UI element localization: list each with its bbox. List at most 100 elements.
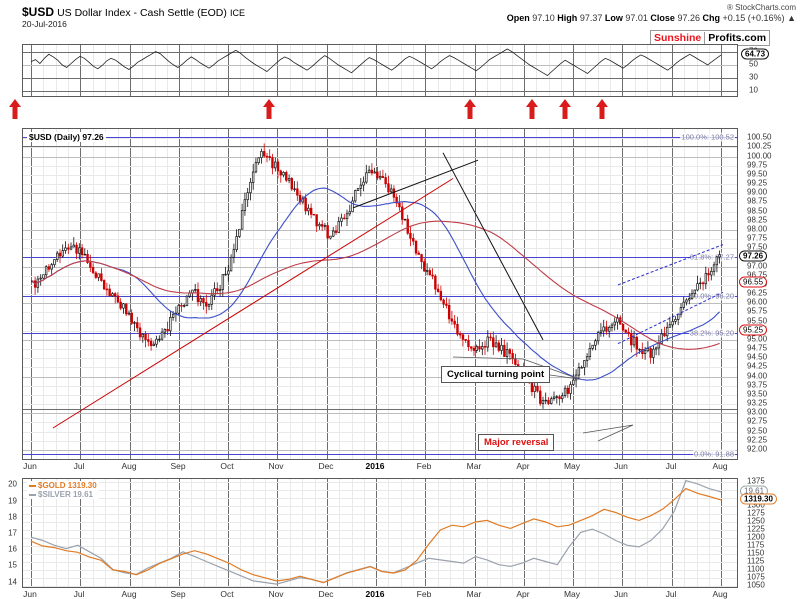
grid-line-vertical-minor xyxy=(216,479,217,587)
grid-line-vertical xyxy=(376,479,377,587)
x-axis-month-label: Nov xyxy=(268,461,284,471)
moving-average-line xyxy=(31,220,720,350)
grid-line-vertical-minor xyxy=(388,45,389,96)
grid-line-vertical xyxy=(228,45,229,96)
x-axis-month-label: Aug xyxy=(121,589,137,599)
grid-line-horizontal xyxy=(23,147,737,148)
grid-line-vertical-minor xyxy=(438,45,439,96)
high-value: 97.37 xyxy=(579,13,603,23)
grid-line-horizontal xyxy=(23,546,737,547)
grid-line-horizontal xyxy=(23,404,737,405)
price-tick-label: 94.50 xyxy=(747,352,768,362)
grid-line-vertical xyxy=(721,45,722,96)
x-axis-month-label: Dec xyxy=(318,461,334,471)
grid-line-horizontal xyxy=(23,340,737,341)
grid-line-horizontal xyxy=(23,78,737,79)
trend-line xyxy=(442,152,544,341)
grid-line-horizontal xyxy=(23,522,737,523)
grid-line-vertical xyxy=(179,479,180,587)
gold-axis: 1375135013251300127512501225120011751150… xyxy=(739,477,800,590)
exchange-label: ICE xyxy=(229,8,245,18)
grid-line-vertical-minor xyxy=(450,479,451,587)
grid-line-vertical-minor xyxy=(413,479,414,587)
grid-line-vertical-minor xyxy=(660,45,661,96)
gold-silver-legend: $GOLD 1319.30 $SILVER 19.61 xyxy=(27,481,99,499)
price-tick-label: 100.25 xyxy=(747,141,772,151)
grid-line-vertical xyxy=(31,45,32,96)
grid-line-horizontal xyxy=(23,312,737,313)
gold-current-badge: 1319.30 xyxy=(740,493,777,505)
grid-line-horizontal xyxy=(23,386,737,387)
price-tick-label: 99.00 xyxy=(747,187,768,197)
price-tick-label: 92.50 xyxy=(747,426,768,436)
low-label: Low xyxy=(604,13,623,23)
grid-line-vertical xyxy=(277,45,278,96)
price-tick-label: 95.75 xyxy=(747,306,768,316)
gold-tick-label: 1200 xyxy=(747,532,765,542)
silver-tick-label: 18 xyxy=(8,512,17,522)
x-axis-month-label: Mar xyxy=(466,589,482,599)
x-axis-month-label: Jul xyxy=(665,461,677,471)
price-tick-label: 93.75 xyxy=(747,380,768,390)
grid-line-vertical-minor xyxy=(167,45,168,96)
grid-line-vertical-minor xyxy=(536,479,537,587)
grid-line-horizontal xyxy=(23,322,737,323)
silver-tick-label: 17 xyxy=(8,528,17,538)
grid-line-horizontal xyxy=(23,413,737,414)
grid-line-horizontal xyxy=(23,349,737,350)
chg-label: Chg xyxy=(702,13,721,23)
up-arrow-marker-icon xyxy=(525,98,539,120)
open-label: Open xyxy=(506,13,530,23)
grid-line-vertical-minor xyxy=(339,479,340,587)
grid-line-vertical-minor xyxy=(401,479,402,587)
annotation-cyclical-turning-point: Cyclical turning point xyxy=(441,366,551,383)
grid-line-vertical-minor xyxy=(697,45,698,96)
price-tick-label: 96.75 xyxy=(747,270,768,280)
x-axis-month-label: Jul xyxy=(73,461,85,471)
grid-line-vertical-minor xyxy=(585,479,586,587)
silver-tick-label: 19 xyxy=(8,496,17,506)
x-axis-month-label: 2016 xyxy=(365,589,385,599)
gold-tick-label: 1125 xyxy=(747,556,765,566)
price-tick-label: 93.50 xyxy=(747,389,768,399)
x-axis-month-label: May xyxy=(563,461,581,471)
gold-tick-label: 1075 xyxy=(747,572,765,582)
grid-line-horizontal xyxy=(23,157,737,158)
up-arrow-marker-icon xyxy=(262,98,276,120)
fibonacci-level-label: 100.0%: 100.52 xyxy=(680,132,735,142)
grid-line-vertical-minor xyxy=(364,479,365,587)
grid-line-vertical-minor xyxy=(463,45,464,96)
grid-line-horizontal xyxy=(23,538,737,539)
grid-line-vertical-minor xyxy=(142,45,143,96)
grid-line-horizontal xyxy=(23,184,737,185)
price-tick-label: 100.00 xyxy=(747,151,772,160)
grid-line-horizontal xyxy=(23,91,737,92)
gold-silver-panel: $GOLD 1319.30 $SILVER 19.61 xyxy=(22,478,738,588)
symbol-description: US Dollar Index - Cash Settle (EOD) xyxy=(57,7,227,19)
grid-line-vertical-minor xyxy=(500,479,501,587)
x-axis-month-label: Mar xyxy=(466,461,482,471)
silver-tick-label: 16 xyxy=(8,544,17,554)
grid-line-horizontal xyxy=(23,230,737,231)
grid-line-vertical-minor xyxy=(56,45,57,96)
grid-line-vertical-minor xyxy=(204,479,205,587)
candlestick-series xyxy=(31,143,724,429)
gold-silver-lines xyxy=(30,479,722,585)
grid-line-vertical xyxy=(228,479,229,587)
grid-line-vertical-minor xyxy=(93,479,94,587)
grid-line-horizontal xyxy=(23,554,737,555)
grid-line-vertical-minor xyxy=(413,45,414,96)
gold-tick-label: 1275 xyxy=(747,508,765,518)
grid-line-vertical-minor xyxy=(315,45,316,96)
grid-line-vertical xyxy=(376,45,377,96)
rsi-panel xyxy=(22,44,738,97)
gold-tick-label: 1175 xyxy=(747,540,765,550)
gold-tick-label: 1100 xyxy=(747,564,765,574)
gold-line xyxy=(30,487,722,584)
grid-line-horizontal xyxy=(23,166,737,167)
grid-line-vertical-minor xyxy=(364,45,365,96)
gold-tick-label: 1050 xyxy=(747,580,765,590)
price-tick-label: 96.25 xyxy=(747,288,768,298)
grid-line-vertical-minor xyxy=(352,479,353,587)
price-panel: 100.0%: 100.52 61.8%: 97.27 50.0%: 96.20 38… xyxy=(22,128,738,460)
